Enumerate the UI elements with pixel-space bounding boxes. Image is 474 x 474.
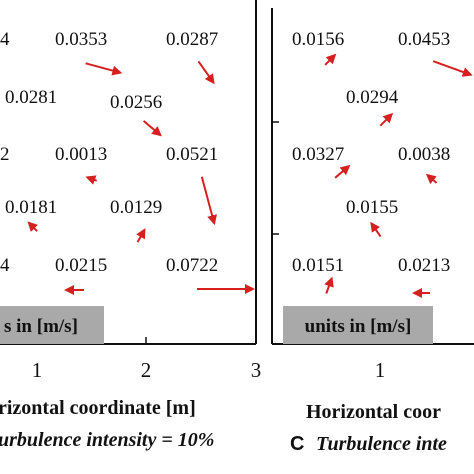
velocity-arrow xyxy=(200,176,217,226)
velocity-arrow xyxy=(324,53,337,66)
velocity-value-label: 0.0256 xyxy=(110,92,162,113)
velocity-arrow xyxy=(142,120,162,137)
right-velocity-cells: 0.0156 0.0453 0.0294 0.0327 0.0038 0.0155 0.01… xyxy=(292,29,473,298)
velocity-value-label: 0.0722 xyxy=(166,255,218,276)
velocity-value-label: 2 xyxy=(0,144,10,165)
right-x-axis-title: Horizontal coor xyxy=(306,401,441,423)
left-x-axis-title: rizontal coordinate [m] xyxy=(0,397,196,419)
velocity-arrow xyxy=(425,173,438,185)
velocity-value-label: 0.0521 xyxy=(166,144,218,165)
right-caption-letter: C xyxy=(290,433,304,455)
velocity-arrow xyxy=(370,221,382,238)
right-panel: units in [m/s] 1 Horizontal coor C Turbu… xyxy=(271,8,474,455)
velocity-value-label: 0.0353 xyxy=(55,29,107,50)
left-velocity-cells: 4 0.0353 0.0287 0.0281 0.0256 2 0.0013 0.0521 0.… xyxy=(0,29,255,295)
left-caption: urbulence intensity = 10% xyxy=(0,429,214,451)
left-x-tick-label: 2 xyxy=(141,358,152,382)
left-units-label: s in [m/s] xyxy=(4,316,78,337)
velocity-value-label: 0.0151 xyxy=(292,255,344,276)
velocity-arrow xyxy=(379,112,394,127)
right-units-badge xyxy=(283,306,433,344)
velocity-value-label: 0.0327 xyxy=(292,144,344,165)
velocity-arrow xyxy=(432,60,473,77)
velocity-value-label: 0.0038 xyxy=(398,144,450,165)
velocity-value-label: 4 xyxy=(0,29,10,50)
velocity-value-label: 0.0156 xyxy=(292,29,344,50)
velocity-arrow xyxy=(136,228,146,243)
velocity-value-label: 0.0213 xyxy=(398,255,450,276)
left-units-badge xyxy=(0,306,104,344)
velocity-value-label: 0.0215 xyxy=(55,255,107,276)
velocity-arrow xyxy=(85,175,98,185)
velocity-value-label: 0.0287 xyxy=(166,29,218,50)
velocity-value-label: 4 xyxy=(0,255,10,276)
velocity-value-label: 0.0453 xyxy=(398,29,450,50)
velocity-value-label: 0.0129 xyxy=(110,197,162,218)
velocity-value-label: 0.0281 xyxy=(5,87,57,108)
left-panel: s in [m/s] 1 2 3 rizontal coordinate [m]… xyxy=(0,0,261,451)
velocity-arrow xyxy=(27,221,38,232)
velocity-value-label: 0.0181 xyxy=(5,197,57,218)
velocity-value-label: 0.0155 xyxy=(346,197,398,218)
velocity-arrow xyxy=(324,276,334,294)
right-units-label: units in [m/s] xyxy=(305,316,412,337)
right-x-tick-label: 1 xyxy=(375,358,386,382)
velocity-arrow xyxy=(334,164,351,179)
left-x-tick-label: 1 xyxy=(32,358,43,382)
velocity-arrow xyxy=(85,62,123,76)
right-caption: Turbulence inte xyxy=(316,433,447,455)
velocity-arrow xyxy=(197,60,215,85)
velocity-value-label: 0.0013 xyxy=(55,144,107,165)
velocity-value-label: 0.0294 xyxy=(346,87,399,108)
left-x-tick-label: 3 xyxy=(251,358,262,382)
